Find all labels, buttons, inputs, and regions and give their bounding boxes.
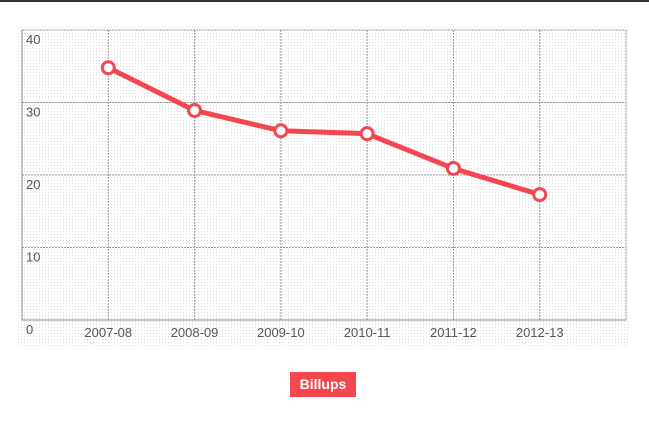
x-tick-label: 2007-08 [84,325,132,340]
legend-label: Billups [300,376,347,392]
series-line [107,65,541,197]
data-point [359,126,375,142]
x-tick-label: 2011-12 [430,325,477,340]
data-point [187,102,203,118]
legend: Billups [290,372,356,397]
data-point [100,60,116,76]
data-point [273,123,289,139]
x-tick-label: 2009-10 [257,325,305,340]
y-tick-label: 0 [26,322,33,337]
data-point [532,187,548,203]
marks [100,60,548,203]
x-tick-label: 2008-09 [171,325,219,340]
x-tick-label: 2010-11 [344,325,391,340]
top-border [0,0,649,2]
legend-swatch [290,372,356,397]
x-tick-label: 2012-13 [516,325,564,340]
plot-background [18,26,630,348]
y-tick-label: 10 [26,250,40,265]
y-tick-label: 40 [26,32,40,47]
data-point [445,160,461,176]
y-tick-label: 20 [26,177,40,192]
y-tick-label: 30 [26,105,40,120]
